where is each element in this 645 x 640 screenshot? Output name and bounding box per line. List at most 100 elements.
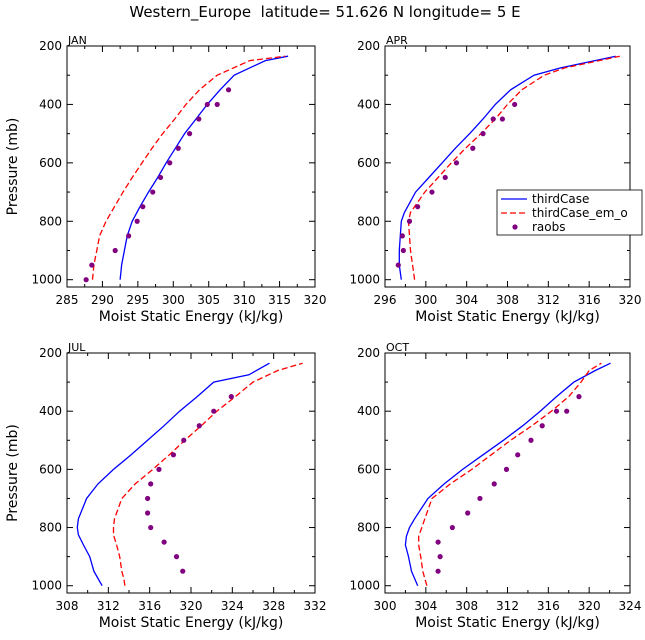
x-axis-label: Moist Static Energy (kJ/kg)	[415, 309, 600, 325]
x-tick-label: 304	[455, 293, 478, 307]
panel-jul: JUL 308 312 316 320 324 328 332 200 400 600 800 1000…	[5, 341, 326, 631]
data-point-raobs	[491, 481, 497, 487]
data-point-raobs	[465, 510, 471, 516]
x-tick-label: 310	[233, 293, 256, 307]
data-point-raobs	[576, 394, 582, 400]
data-point-raobs	[470, 145, 476, 151]
data-point-raobs	[145, 510, 151, 516]
y-axis-label: Pressure (mb)	[5, 424, 21, 522]
data-point-raobs	[564, 408, 570, 414]
data-point-raobs	[89, 262, 95, 268]
x-tick-label: 316	[138, 599, 161, 613]
data-point-raobs	[480, 131, 486, 137]
panel-label: JUL	[67, 341, 86, 354]
x-axis-label: Moist Static Energy (kJ/kg)	[99, 615, 284, 631]
y-tick-label: 600	[357, 462, 380, 476]
x-tick-label: 300	[414, 293, 437, 307]
data-point-raobs	[225, 87, 232, 93]
y-tick-label: 200	[39, 346, 62, 360]
x-tick-label: 308	[56, 599, 79, 613]
y-tick-label: 800	[39, 521, 62, 535]
legend-marker-raobs	[512, 224, 518, 230]
x-tick-label: 312	[496, 599, 519, 613]
data-point-raobs	[126, 233, 132, 239]
data-point-raobs	[148, 481, 154, 487]
data-point-raobs	[499, 116, 505, 122]
x-axis-label: Moist Static Energy (kJ/kg)	[415, 615, 600, 631]
x-tick-label: 305	[197, 293, 220, 307]
data-point-raobs	[186, 131, 193, 137]
data-point-raobs	[228, 394, 234, 400]
data-point-raobs	[503, 466, 510, 472]
data-point-raobs	[181, 437, 187, 443]
data-point-raobs	[406, 218, 413, 224]
x-tick-label: 308	[455, 599, 478, 613]
series-line-thirdCase_em_o	[91, 55, 286, 280]
y-tick-label: 800	[39, 214, 62, 228]
panel-label: JAN	[67, 34, 87, 47]
data-point-raobs	[395, 262, 401, 268]
data-point-raobs	[435, 539, 441, 545]
data-point-raobs	[173, 554, 180, 560]
x-tick-label: 328	[262, 599, 285, 613]
legend-label: thirdCase_em_o	[532, 206, 628, 220]
series-line-thirdCase	[119, 55, 289, 280]
panel-oct: OCT 300 304 308 312 316 320 324 200 400 600 800 1000…	[349, 341, 641, 631]
data-point-raobs	[453, 160, 460, 166]
x-tick-label: 296	[374, 293, 397, 307]
data-point-raobs	[134, 218, 140, 224]
y-tick-label: 600	[39, 156, 62, 170]
series-line-thirdCase	[404, 362, 611, 586]
x-tick-label: 290	[91, 293, 114, 307]
x-tick-label: 320	[304, 293, 327, 307]
x-tick-label: 316	[578, 293, 601, 307]
x-tick-label: 324	[221, 599, 244, 613]
x-axis-label: Moist Static Energy (kJ/kg)	[99, 309, 284, 325]
data-point-raobs	[429, 189, 435, 195]
x-tick-label: 315	[268, 293, 291, 307]
panel-label: OCT	[386, 341, 409, 354]
panel-label: APR	[386, 34, 408, 47]
y-tick-label: 200	[357, 346, 380, 360]
y-tick-label: 200	[357, 39, 380, 53]
x-tick-label: 295	[126, 293, 149, 307]
data-point-raobs	[528, 437, 534, 443]
data-point-raobs	[477, 495, 483, 502]
data-point-raobs	[148, 524, 154, 531]
data-point-raobs	[435, 568, 441, 574]
y-axis-label: Pressure (mb)	[5, 118, 21, 216]
y-tick-label: 1000	[31, 579, 62, 593]
data-point-raobs	[490, 116, 496, 122]
plot-frame	[66, 352, 316, 594]
x-tick-label: 300	[374, 599, 397, 613]
y-tick-label: 600	[357, 156, 380, 170]
x-tick-label: 308	[496, 293, 519, 307]
data-point-raobs	[415, 204, 421, 210]
panel-apr: APR 296 300 304 308 312 316 320 200 400 600 800 1000…	[349, 34, 641, 325]
series-line-thirdCase_em_o	[407, 55, 620, 280]
y-tick-label: 1000	[31, 273, 62, 287]
legend-label: raobs	[532, 220, 566, 234]
plot-frame	[66, 45, 316, 288]
data-point-raobs	[400, 247, 406, 254]
y-tick-label: 600	[39, 462, 62, 476]
y-tick-label: 400	[39, 97, 62, 111]
x-tick-label: 304	[414, 599, 437, 613]
x-tick-label: 316	[537, 599, 560, 613]
data-point-raobs	[83, 277, 89, 283]
series-line-thirdCase_em_o	[418, 362, 602, 586]
data-point-raobs	[449, 524, 455, 531]
x-tick-label: 312	[97, 599, 120, 613]
data-point-raobs	[150, 189, 156, 195]
data-point-raobs	[196, 423, 202, 429]
y-tick-label: 800	[357, 521, 380, 535]
panels: JAN 285 290 295 300 305 310 315 320 200 400 600 800 1…	[5, 34, 641, 631]
x-tick-label: 320	[180, 599, 203, 613]
data-point-raobs	[553, 408, 560, 414]
y-tick-label: 1000	[349, 273, 380, 287]
x-tick-label: 320	[619, 293, 642, 307]
data-point-raobs	[442, 174, 448, 181]
data-point-raobs	[167, 160, 173, 166]
